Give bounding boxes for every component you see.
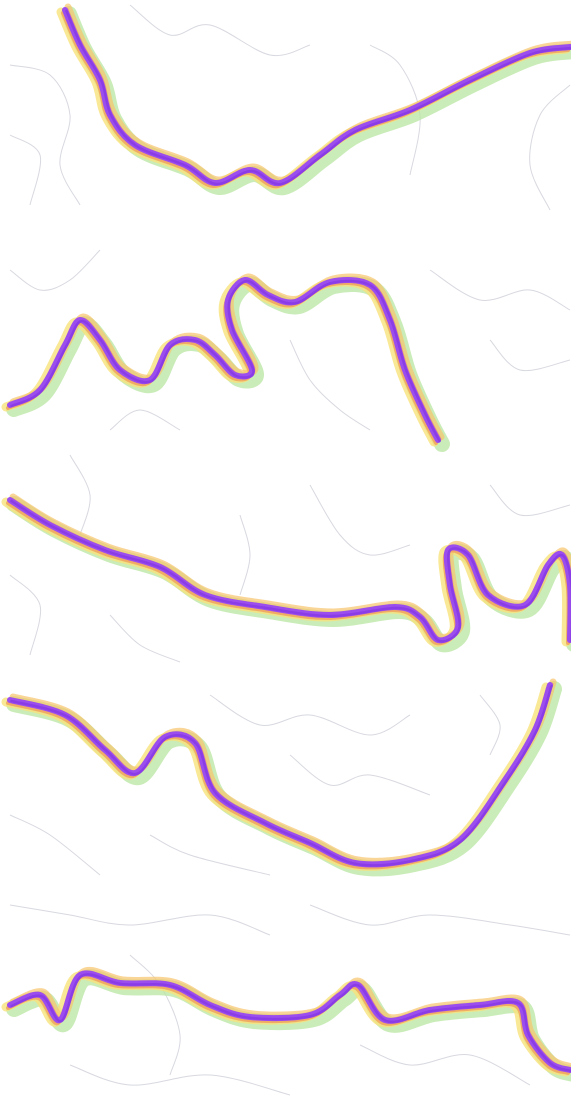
panel-background	[10, 675, 570, 885]
panel-background	[10, 455, 570, 662]
page: (() => { JSON.parse(document.getElementB…	[0, 0, 571, 1105]
map-panel	[6, 230, 570, 444]
map-panel	[6, 675, 570, 885]
map-panel	[6, 455, 571, 662]
map-panel	[6, 895, 571, 1100]
river-map-panels	[0, 0, 571, 1105]
panel-background	[10, 895, 570, 1100]
map-panel	[10, 5, 571, 215]
